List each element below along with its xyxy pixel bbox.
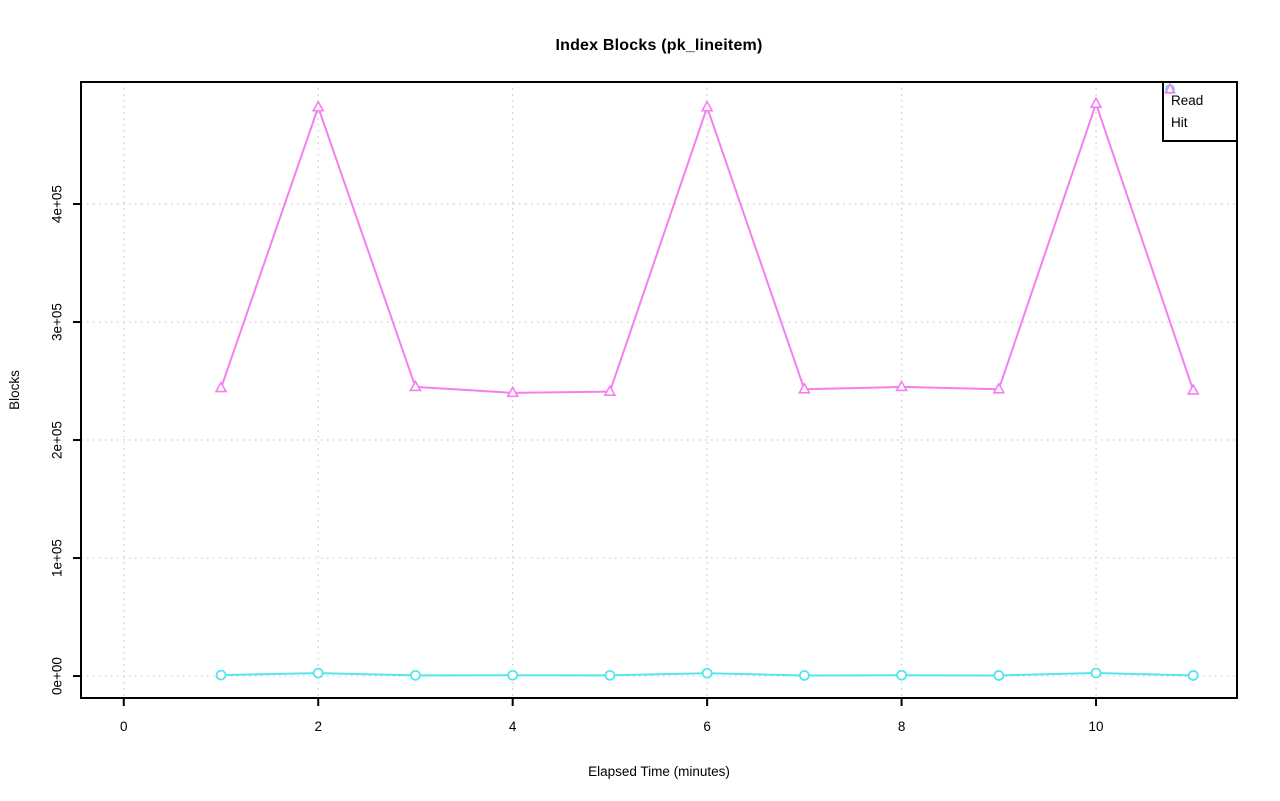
hit-data-point — [311, 100, 325, 112]
x-tick-label: 0 — [120, 719, 128, 734]
hit-data-point — [603, 384, 617, 396]
read-data-point — [701, 667, 713, 679]
hit-data-point — [992, 382, 1006, 394]
read-data-point — [1090, 667, 1102, 679]
read-data-point — [312, 667, 324, 679]
hit-marker-icon — [1164, 83, 1176, 94]
hit-data-point — [409, 379, 422, 392]
y-tick-label: 3e+05 — [50, 303, 65, 341]
read-data-point — [604, 669, 616, 681]
x-tick-label: 4 — [509, 719, 517, 734]
legend-label-hit: Hit — [1171, 114, 1188, 130]
read-data-point — [798, 670, 810, 681]
y-tick-label: 1e+05 — [50, 539, 65, 577]
hit-data-point — [214, 380, 228, 393]
read-data-point — [215, 669, 227, 681]
legend: Read Hit — [1162, 81, 1238, 142]
chart-title: Index Blocks (pk_lineitem) — [555, 37, 763, 54]
plot-border — [80, 81, 1238, 699]
hit-data-point — [506, 385, 520, 398]
hit-data-point — [1089, 96, 1103, 109]
read-data-point — [993, 670, 1005, 681]
hit-data-point — [1186, 383, 1200, 395]
hit-data-point — [895, 379, 908, 392]
x-tick-label: 8 — [898, 719, 906, 734]
hit-series-line — [220, 102, 1195, 394]
legend-entry-read: Read — [1165, 84, 1236, 110]
y-tick-label: 2e+05 — [50, 421, 65, 459]
x-axis-label: Elapsed Time (minutes) — [588, 764, 730, 779]
y-tick-label: 4e+05 — [50, 185, 65, 223]
y-tick-label: 0e+00 — [50, 657, 65, 695]
read-data-point — [1187, 670, 1199, 681]
read-data-point — [410, 669, 421, 681]
legend-label-read: Read — [1171, 92, 1204, 108]
x-tick-label: 6 — [703, 719, 711, 734]
legend-entry-hit: Hit — [1164, 83, 1236, 132]
x-tick-label: 10 — [1089, 719, 1104, 734]
read-data-point — [507, 669, 519, 681]
read-data-point — [896, 669, 907, 681]
hit-data-point — [797, 382, 811, 394]
y-axis-label: Blocks — [7, 370, 22, 410]
hit-data-point — [700, 100, 714, 112]
x-tick-label: 2 — [314, 719, 322, 734]
